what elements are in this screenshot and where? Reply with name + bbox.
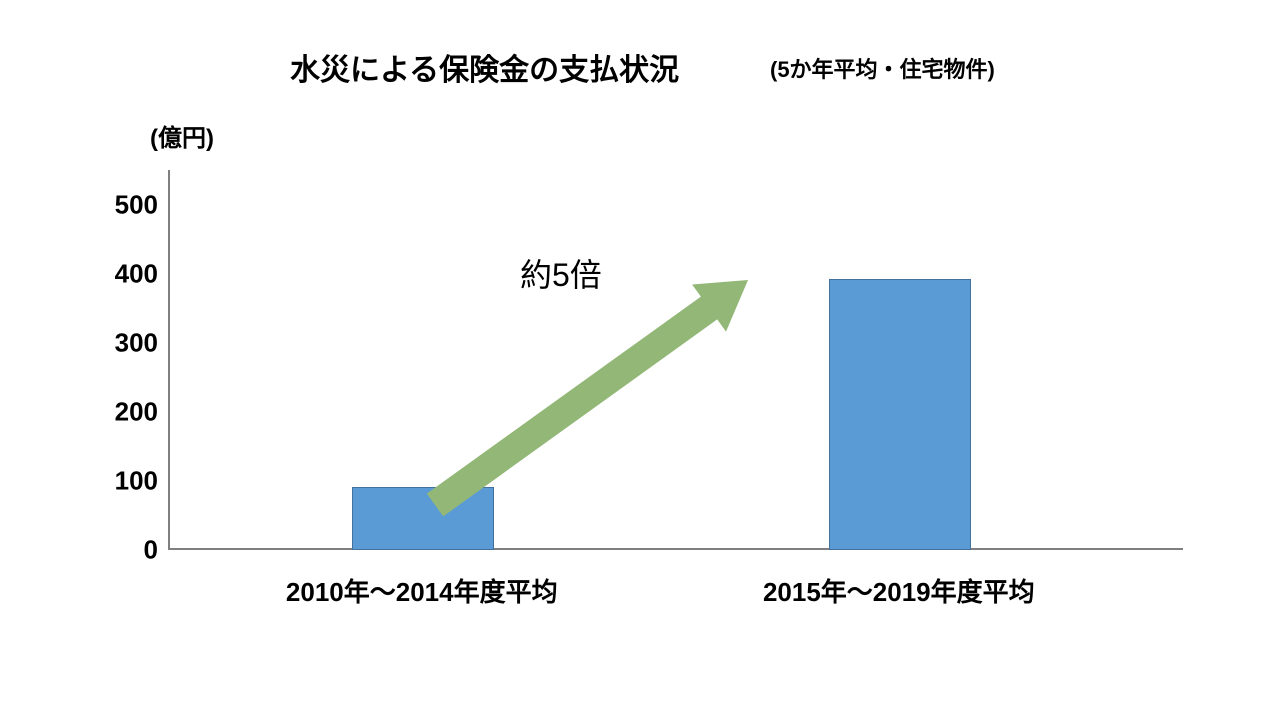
y-tick-label: 0 bbox=[58, 535, 158, 566]
y-tick-label: 400 bbox=[58, 258, 158, 289]
arrow-polygon bbox=[427, 280, 748, 516]
y-tick-label: 100 bbox=[58, 465, 158, 496]
category-label: 2010年～2014年度平均 bbox=[286, 572, 558, 609]
y-tick-label: 200 bbox=[58, 396, 158, 427]
growth-arrow bbox=[0, 0, 1280, 720]
category-label: 2015年～2019年度平均 bbox=[763, 572, 1035, 609]
y-tick-label: 500 bbox=[58, 189, 158, 220]
y-tick-label: 300 bbox=[58, 327, 158, 358]
chart-stage: 水災による保険金の支払状況 (5か年平均・住宅物件) (億円) 約5倍 0100… bbox=[0, 0, 1280, 720]
